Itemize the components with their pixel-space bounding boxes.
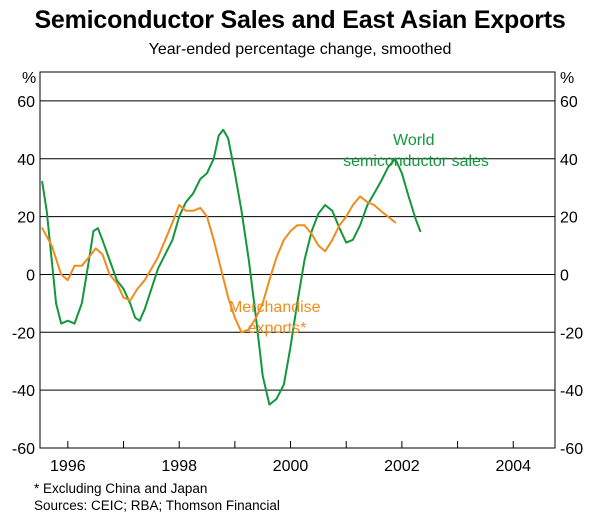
chart-title: Semiconductor Sales and East Asian Expor… — [34, 6, 566, 34]
right-axis-unit: % — [560, 70, 574, 87]
y-tick-label-right: -20 — [560, 325, 583, 342]
merchandise-label: Merchandise exports* — [229, 299, 325, 337]
semiconductor-label: World semiconductor sales — [343, 132, 489, 170]
semiconductor-label-line-1: World — [393, 132, 435, 149]
y-tick-label-left: 20 — [17, 210, 35, 227]
axis-ticks — [67, 441, 514, 448]
y-tick-label-left: 40 — [17, 152, 35, 169]
chart-subtitle: Year-ended percentage change, smoothed — [148, 41, 452, 58]
y-tick-label-left: -20 — [12, 325, 35, 342]
merchandise-exports-line — [41, 195, 397, 334]
y-tick-label-left: -60 — [12, 441, 35, 458]
plot-frame — [39, 71, 556, 449]
y-tick-label-left: 60 — [17, 94, 35, 111]
merchandise-label-line-1: Merchandise — [229, 299, 321, 316]
series-lines — [41, 128, 422, 406]
semiconductor-sales-line — [41, 128, 422, 406]
y-tick-label-right: -40 — [560, 383, 583, 400]
y-tick-label-right: 40 — [560, 152, 578, 169]
x-tick-label: 2002 — [384, 458, 420, 475]
y-tick-label-left: 0 — [26, 267, 35, 284]
y-tick-label-right: 20 — [560, 210, 578, 227]
series-annotations: World semiconductor sales Merchandise ex… — [229, 132, 489, 337]
footnote-exclusion: * Excluding China and Japan — [34, 481, 208, 496]
x-tick-label: 1996 — [50, 458, 86, 475]
left-axis-unit: % — [22, 70, 36, 87]
y-tick-label-left: -40 — [12, 383, 35, 400]
x-tick-label: 1998 — [161, 458, 197, 475]
gridlines — [40, 100, 555, 391]
semiconductor-label-line-2: semiconductor sales — [343, 153, 489, 170]
footnote: * Excluding China and Japan Sources: CEI… — [34, 480, 280, 514]
x-tick-label: 2004 — [495, 458, 531, 475]
y-tick-label-right: 60 — [560, 94, 578, 111]
x-tick-label: 2000 — [273, 458, 309, 475]
merchandise-label-line-2: exports* — [248, 320, 307, 337]
footnote-sources: Sources: CEIC; RBA; Thomson Financial — [34, 498, 280, 513]
y-tick-label-right: -60 — [560, 441, 583, 458]
y-tick-label-right: 0 — [560, 267, 569, 284]
